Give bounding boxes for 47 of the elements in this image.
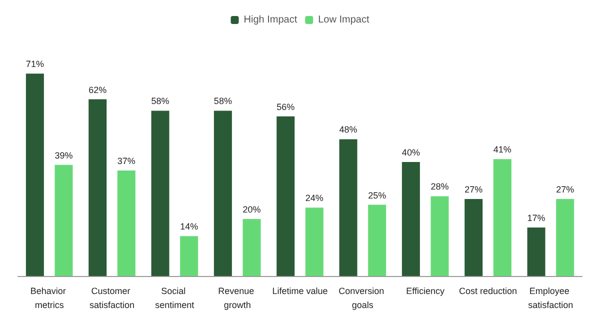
bar [493, 159, 512, 276]
x-tick-label: Cost reduction [458, 286, 518, 296]
data-label: 39% [54, 150, 73, 160]
bar [276, 116, 295, 276]
data-label: 62% [88, 84, 107, 95]
bar [305, 208, 324, 276]
data-label: 58% [214, 96, 232, 106]
bar [242, 219, 261, 276]
bar [88, 99, 107, 276]
x-tick-label: Social sentiment [155, 286, 195, 310]
bar [117, 170, 136, 276]
bar [151, 110, 170, 276]
x-tick-label: Employee satisfaction [528, 286, 574, 310]
x-tick-label: Revenue growth [218, 286, 257, 310]
bar [339, 139, 358, 276]
data-label: 56% [276, 102, 295, 112]
bar [402, 162, 420, 276]
bar [368, 204, 386, 276]
data-label: 27% [464, 184, 483, 195]
legend-label: Low Impact [318, 14, 370, 26]
data-label: 48% [339, 124, 358, 135]
bar [214, 110, 232, 276]
data-label: 24% [305, 193, 324, 204]
data-label: 40% [402, 148, 420, 158]
data-label: 27% [556, 184, 574, 195]
bar [464, 199, 483, 276]
data-label: 28% [430, 182, 449, 192]
data-label: 20% [242, 204, 261, 214]
bar [180, 236, 198, 276]
x-tick-label: Efficiency [406, 286, 446, 296]
data-label: 41% [493, 144, 512, 155]
bar [527, 228, 546, 276]
bar [54, 164, 73, 276]
legend-label: High Impact [244, 14, 298, 26]
x-tick-label: Conversion goals [338, 286, 387, 310]
data-label: 37% [117, 156, 136, 166]
data-label: 58% [151, 96, 170, 106]
x-tick-label: Behavior metrics [30, 286, 68, 310]
data-label: 17% [527, 213, 546, 224]
bar [430, 196, 449, 276]
bar [26, 74, 44, 276]
data-label: 71% [26, 59, 44, 70]
data-label: 14% [180, 222, 198, 232]
data-label: 25% [368, 190, 386, 200]
bar [556, 199, 574, 276]
x-tick-label: Lifetime value [272, 286, 328, 296]
x-tick-label: Customer satisfaction [89, 286, 135, 310]
